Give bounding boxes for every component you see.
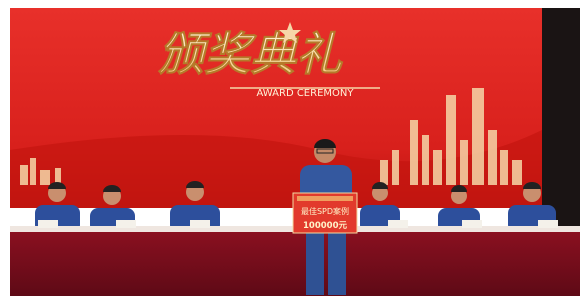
award-board: 最佳SPD案例 100000元 — [293, 193, 357, 233]
screen-title: 颁奖典礼 — [158, 27, 343, 81]
board-label: 最佳SPD案例 — [301, 206, 349, 216]
side-wall — [542, 8, 580, 230]
board-amount: 100000元 — [303, 221, 347, 231]
screen-subtitle: AWARD CEREMONY — [257, 88, 355, 99]
table-skirt — [10, 232, 580, 296]
photo: 颁奖典礼 AWARD CEREMONY 最佳SPD案例 100000元 — [0, 0, 581, 298]
